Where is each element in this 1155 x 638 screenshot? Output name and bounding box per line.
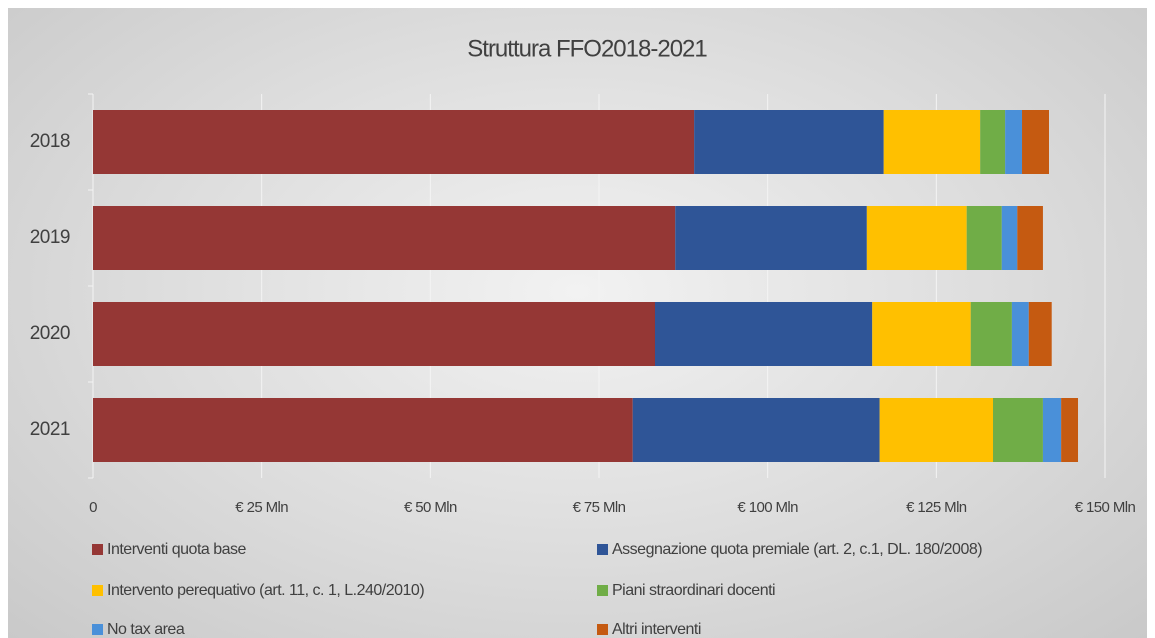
bar-segment: [879, 398, 994, 462]
legend-label: No tax area: [107, 621, 185, 638]
legend-label: Piani straordinari docenti: [612, 582, 775, 599]
legend-label: Altri interventi: [612, 621, 701, 638]
bar-segment: [632, 398, 880, 462]
bar-segment: [1005, 110, 1023, 174]
legend-swatch: [597, 585, 608, 596]
bar-segment: [93, 302, 655, 366]
x-tick-label: € 75 Mln: [573, 499, 626, 516]
legend-label: Assegnazione quota premiale (art. 2, c.1…: [612, 541, 982, 558]
bar-segment: [1061, 398, 1079, 462]
x-tick-label: € 50 Mln: [404, 499, 457, 516]
bar-segment: [1042, 398, 1062, 462]
legend-swatch: [92, 544, 103, 555]
bar-segment: [993, 398, 1043, 462]
y-tick-label: 2020: [30, 323, 70, 344]
bar-segment: [1001, 206, 1018, 270]
bar-segment: [872, 302, 971, 366]
bar-segment: [966, 206, 1002, 270]
bar-segment: [93, 110, 695, 174]
bar-segment: [93, 206, 676, 270]
chart-title: Struttura FFO2018-2021: [467, 35, 707, 62]
legend-swatch: [597, 624, 608, 635]
bar-segment: [1017, 206, 1043, 270]
legend-swatch: [92, 585, 103, 596]
legend-swatch: [92, 624, 103, 635]
y-tick-label: 2019: [30, 227, 70, 248]
x-tick-label: 0: [89, 499, 97, 516]
x-tick-label: € 125 Mln: [906, 499, 967, 516]
bar-segment: [93, 398, 633, 462]
bar-segment: [694, 110, 884, 174]
bar-segment: [980, 110, 1006, 174]
y-tick-label: 2021: [30, 419, 70, 440]
bar-segment: [1011, 302, 1029, 366]
bar-segment: [866, 206, 967, 270]
legend-swatch: [597, 544, 608, 555]
x-tick-label: € 100 Mln: [737, 499, 798, 516]
x-tick-label: € 150 Mln: [1075, 499, 1136, 516]
legend-label: Interventi quota base: [107, 541, 247, 558]
legend-label: Intervento perequativo (art. 11, c. 1, L…: [107, 582, 424, 599]
bar-segment: [883, 110, 981, 174]
bar-segment: [1022, 110, 1050, 174]
y-tick-label: 2018: [30, 131, 70, 152]
bar-segment: [675, 206, 867, 270]
bar-segment: [1028, 302, 1052, 366]
x-tick-label: € 25 Mln: [235, 499, 288, 516]
bar-segment: [654, 302, 873, 366]
bar-segment: [970, 302, 1012, 366]
